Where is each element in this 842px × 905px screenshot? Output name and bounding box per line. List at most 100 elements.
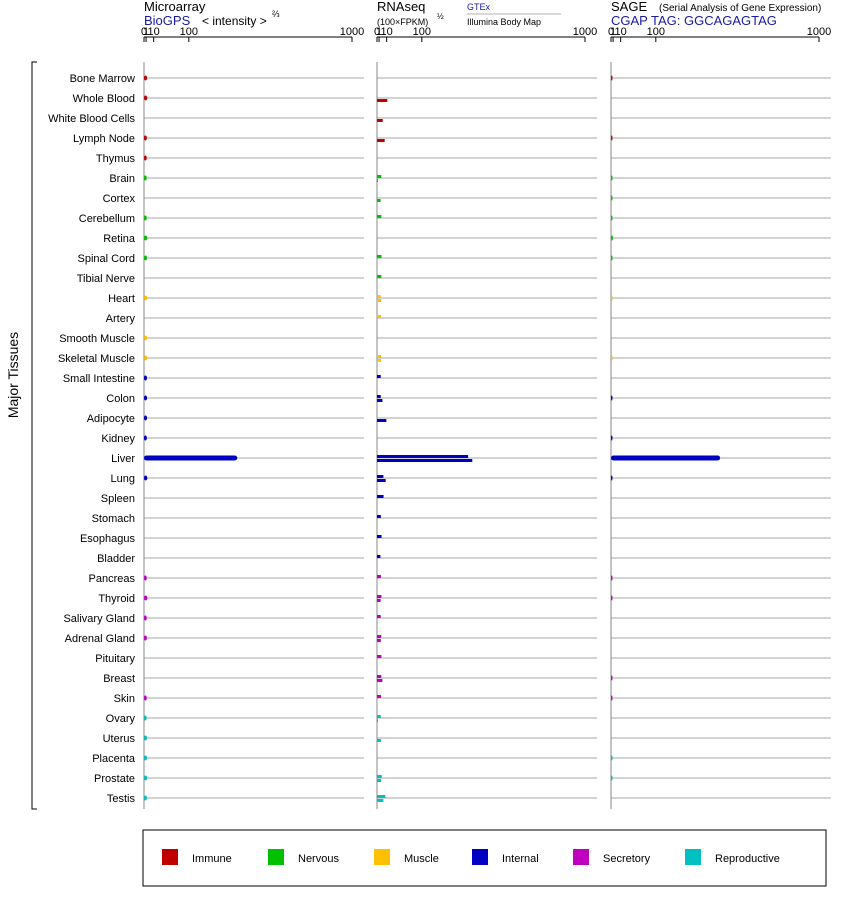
- panel-unit-exponent: ½: [437, 12, 444, 21]
- bar: [144, 615, 147, 621]
- bar-gtex: [377, 255, 382, 258]
- panel-source-secondary: Illumina Body Map: [467, 17, 541, 27]
- tissue-label: Skeletal Muscle: [58, 353, 135, 365]
- bar-gtex: [377, 275, 382, 278]
- x-tick-label: 0: [374, 26, 380, 38]
- bar: [144, 435, 147, 441]
- tissue-label: Brain: [109, 173, 135, 185]
- bar-bodymap: [377, 459, 473, 462]
- legend-swatch: [162, 849, 178, 865]
- tissue-label: Stomach: [92, 513, 135, 525]
- bar: [611, 75, 613, 81]
- tissue-label: Pituitary: [95, 653, 135, 665]
- panel-title: Microarray: [144, 0, 206, 14]
- x-tick-label: 100: [647, 26, 665, 38]
- tissue-label: Ovary: [106, 713, 136, 725]
- bar: [144, 255, 148, 261]
- tissue-label: Small Intestine: [63, 373, 135, 385]
- bar-gtex: [377, 575, 381, 578]
- bar-gtex: [377, 715, 381, 718]
- tissue-label: Spinal Cord: [78, 253, 135, 265]
- bar-bodymap: [377, 179, 378, 182]
- bar-bodymap: [377, 719, 378, 722]
- x-tick-label: 100: [180, 26, 198, 38]
- tissue-label: Artery: [106, 313, 136, 325]
- bar: [611, 215, 613, 221]
- bar: [611, 675, 613, 681]
- panel-source: CGAP TAG: GGCAGAGTAG: [611, 13, 777, 28]
- tissue-label: Adipocyte: [87, 413, 135, 425]
- tissue-label: Whole Blood: [73, 93, 135, 105]
- bar-gtex: [377, 355, 381, 358]
- x-tick-label: 10: [615, 26, 627, 38]
- tissue-label: Adrenal Gland: [65, 633, 135, 645]
- bar-bodymap: [377, 599, 381, 602]
- bar-gtex: [377, 375, 381, 378]
- bar: [611, 235, 613, 241]
- bar: [611, 295, 613, 301]
- bar: [144, 475, 148, 481]
- bar-gtex: [377, 175, 382, 178]
- bar-bodymap: [377, 299, 382, 302]
- bar: [144, 455, 238, 461]
- bar-bodymap: [377, 639, 381, 642]
- bar: [144, 75, 148, 81]
- bar: [611, 455, 721, 461]
- x-tick-label: 0: [608, 26, 614, 38]
- bar: [611, 135, 613, 141]
- bar: [144, 95, 148, 101]
- bar-bodymap: [377, 679, 383, 682]
- legend-swatch: [268, 849, 284, 865]
- tissue-label: Prostate: [94, 773, 135, 785]
- panel-unit-exponent: ⅔: [272, 9, 280, 19]
- bar: [144, 775, 148, 781]
- legend-label: Secretory: [603, 853, 651, 865]
- bar: [144, 575, 147, 581]
- legend-swatch: [685, 849, 701, 865]
- panel-unit: < intensity >: [202, 14, 267, 28]
- panel-source-primary: GTEx: [467, 2, 491, 12]
- panel-source: BioGPS: [144, 13, 191, 28]
- x-tick-label: 10: [148, 26, 160, 38]
- bar-gtex: [377, 395, 381, 398]
- panel-subtitle: (Serial Analysis of Gene Expression): [659, 3, 821, 14]
- tissue-label: Retina: [103, 233, 136, 245]
- bar-gtex: [377, 515, 381, 518]
- tissue-label: Cerebellum: [79, 213, 135, 225]
- tissue-label: Pancreas: [89, 573, 136, 585]
- legend-label: Internal: [502, 853, 539, 865]
- bar: [144, 635, 147, 641]
- bar-gtex: [377, 555, 381, 558]
- bar-bodymap: [377, 419, 387, 422]
- bar-gtex: [377, 495, 384, 498]
- tissue-label: Lung: [111, 473, 135, 485]
- tissue-label: Thyroid: [98, 593, 135, 605]
- x-tick-label: 0: [141, 26, 147, 38]
- bar: [611, 355, 613, 361]
- tissue-label: Cortex: [103, 193, 136, 205]
- bar-bodymap: [377, 359, 381, 362]
- bar-bodymap: [377, 199, 381, 202]
- tissue-label: Salivary Gland: [63, 613, 135, 625]
- bar: [144, 715, 147, 721]
- bar-gtex: [377, 635, 382, 638]
- tissue-label: Liver: [111, 453, 135, 465]
- tissue-label: White Blood Cells: [48, 113, 135, 125]
- bar-bodymap: [377, 99, 388, 102]
- bar: [144, 135, 147, 141]
- x-tick-label: 1000: [340, 26, 364, 38]
- tissue-label: Placenta: [92, 753, 136, 765]
- tissue-label: Spleen: [101, 493, 135, 505]
- group-label: Major Tissues: [5, 332, 21, 418]
- legend-label: Muscle: [404, 853, 439, 865]
- bar-gtex: [377, 475, 384, 478]
- x-tick-label: 100: [413, 26, 431, 38]
- tissue-label: Lymph Node: [73, 133, 135, 145]
- bar: [144, 415, 148, 421]
- bar-bodymap: [377, 739, 381, 742]
- bar: [144, 695, 147, 701]
- bar: [611, 255, 613, 261]
- bar: [144, 735, 147, 741]
- bar-bodymap: [377, 119, 383, 122]
